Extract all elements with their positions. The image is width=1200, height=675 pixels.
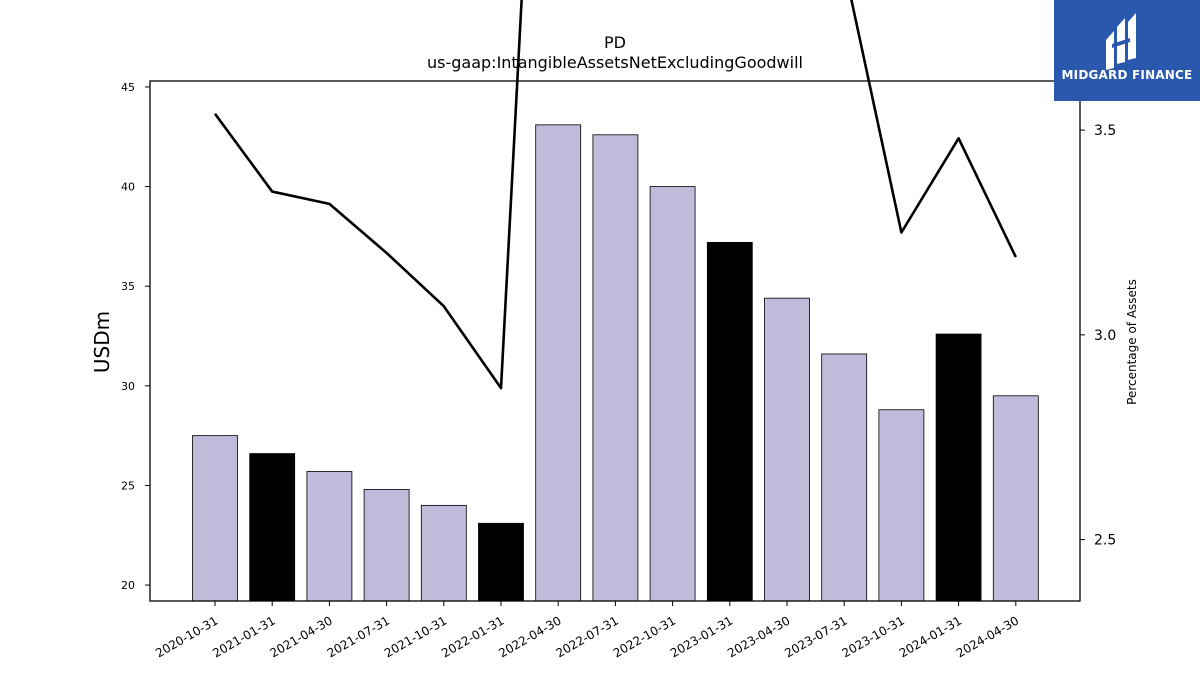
bar-2024-04-30 bbox=[992, 395, 1039, 602]
bar-2022-10-31 bbox=[649, 186, 696, 602]
y2-tick-label: 3.0 bbox=[1094, 328, 1116, 344]
x-tick-label: 2021-01-31 bbox=[210, 613, 277, 660]
bar-2020-10-31 bbox=[192, 435, 238, 602]
bar-2021-04-30 bbox=[306, 471, 353, 602]
x-tick-label: 2023-04-30 bbox=[725, 613, 792, 660]
bar-2023-10-31 bbox=[878, 409, 925, 602]
bar-2021-01-31 bbox=[249, 453, 296, 602]
y-tick-label: 20 bbox=[121, 579, 135, 592]
bar-series bbox=[192, 124, 1039, 602]
y2-tick-label: 3.5 bbox=[1094, 123, 1116, 139]
x-tick-label: 2022-07-31 bbox=[553, 613, 620, 660]
y-tick-label: 40 bbox=[121, 181, 135, 194]
brand-name: MIDGARD FINANCE bbox=[1061, 68, 1193, 82]
x-tick-label: 2023-10-31 bbox=[839, 613, 906, 660]
x-tick-label: 2022-04-30 bbox=[496, 613, 563, 660]
chart-subtitle: us-gaap:IntangibleAssetsNetExcludingGood… bbox=[427, 53, 803, 72]
x-tick-label: 2024-04-30 bbox=[954, 613, 1021, 660]
x-tick-label: 2021-07-31 bbox=[325, 613, 392, 660]
bar-2023-04-30 bbox=[764, 297, 810, 602]
percentage-line bbox=[213, 0, 1017, 390]
y-tick-label: 35 bbox=[121, 280, 135, 293]
x-tick-label: 2020-10-31 bbox=[153, 613, 220, 660]
x-tick-label: 2022-01-31 bbox=[439, 613, 506, 660]
bar-2024-01-31 bbox=[935, 333, 982, 602]
bar-2023-01-31 bbox=[706, 241, 753, 602]
x-tick-label: 2021-10-31 bbox=[382, 613, 449, 660]
y-tick-label: 30 bbox=[121, 380, 135, 393]
y-axis-label: USDm bbox=[90, 311, 114, 373]
bar-2023-07-31 bbox=[821, 353, 868, 602]
y-tick-label: 25 bbox=[121, 479, 135, 492]
x-tick-label: 2023-01-31 bbox=[668, 613, 735, 660]
brand-mark-icon bbox=[1106, 13, 1136, 70]
bar-2022-07-31 bbox=[592, 134, 639, 602]
percentage-line-path bbox=[213, 0, 1017, 390]
y2-axis-label: Percentage of Assets bbox=[1125, 279, 1139, 405]
y-tick-label: 45 bbox=[121, 81, 135, 94]
x-tick-label: 2021-04-30 bbox=[267, 613, 334, 660]
bar-2022-01-31 bbox=[478, 522, 524, 602]
chart-title: PD bbox=[604, 33, 626, 52]
bar-2021-07-31 bbox=[363, 489, 410, 602]
bar-2022-04-30 bbox=[535, 124, 582, 602]
brand-logo: MIDGARD FINANCE bbox=[1054, 0, 1200, 101]
x-tick-label: 2022-10-31 bbox=[611, 613, 678, 660]
y2-tick-label: 2.5 bbox=[1094, 533, 1116, 549]
bar-2021-10-31 bbox=[420, 504, 467, 602]
x-tick-label: 2023-07-31 bbox=[782, 613, 849, 660]
x-tick-label: 2024-01-31 bbox=[897, 613, 964, 660]
